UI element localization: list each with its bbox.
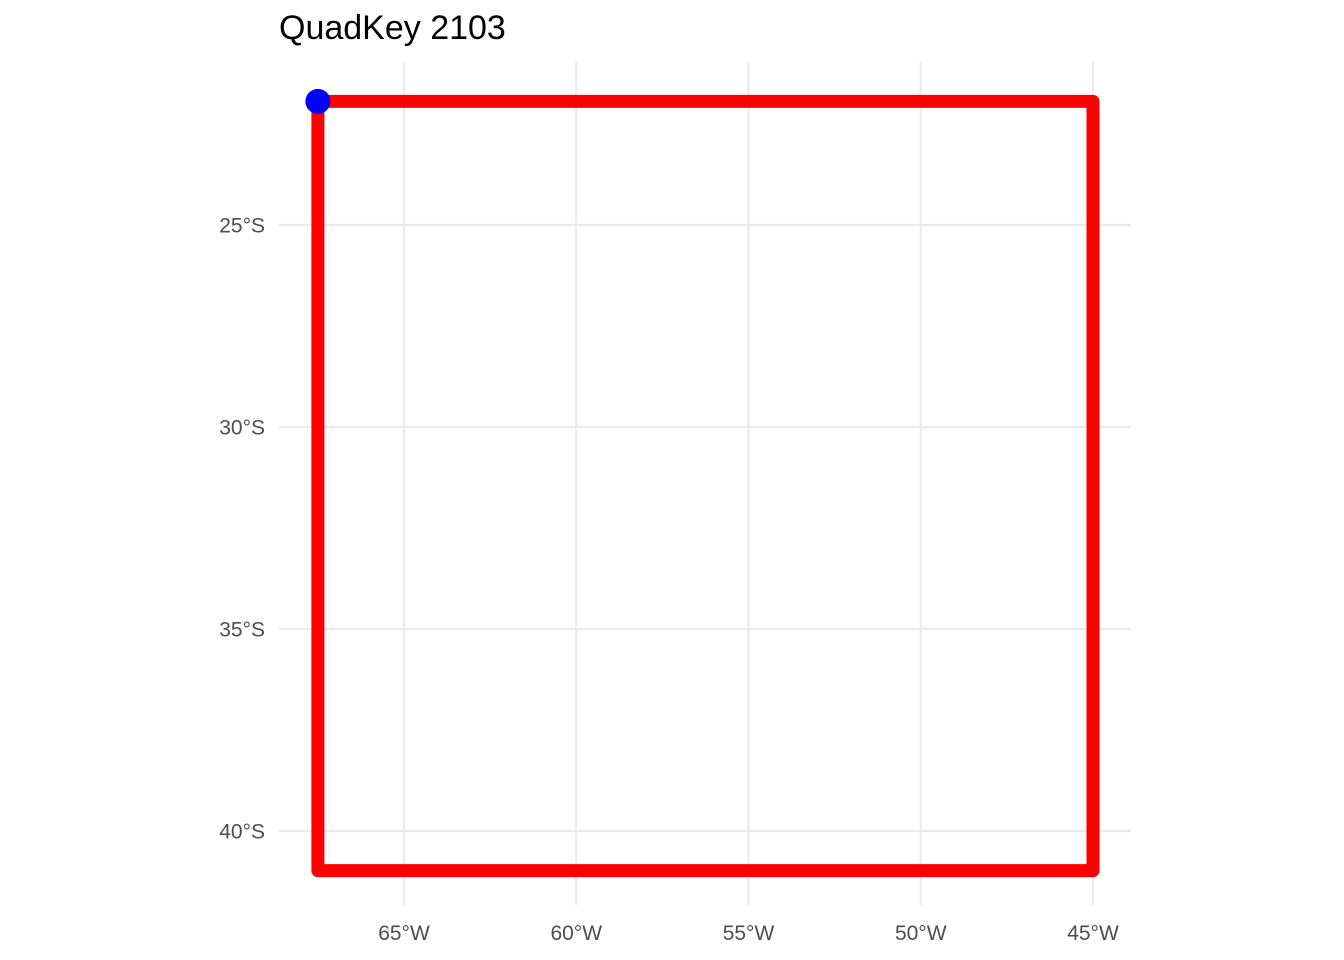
x-tick-label: 55°W	[723, 922, 775, 945]
x-tick-label: 65°W	[378, 922, 430, 945]
chart-title: QuadKey 2103	[279, 9, 506, 47]
corner-point	[305, 88, 331, 114]
y-tick-label: 40°S	[219, 821, 265, 844]
x-tick-label: 60°W	[550, 922, 602, 945]
x-tick-label: 50°W	[895, 922, 947, 945]
x-tick-label: 45°W	[1067, 922, 1119, 945]
map-marks	[305, 88, 1100, 878]
y-tick-label: 30°S	[219, 417, 265, 440]
y-tick-label: 35°S	[219, 619, 265, 642]
grid-lines	[279, 62, 1131, 905]
quadkey-boundary	[311, 94, 1100, 878]
y-tick-label: 25°S	[219, 215, 265, 238]
y-axis: 25°S 30°S 35°S 40°S	[219, 215, 265, 844]
x-axis: 65°W 60°W 55°W 50°W 45°W	[378, 922, 1119, 945]
